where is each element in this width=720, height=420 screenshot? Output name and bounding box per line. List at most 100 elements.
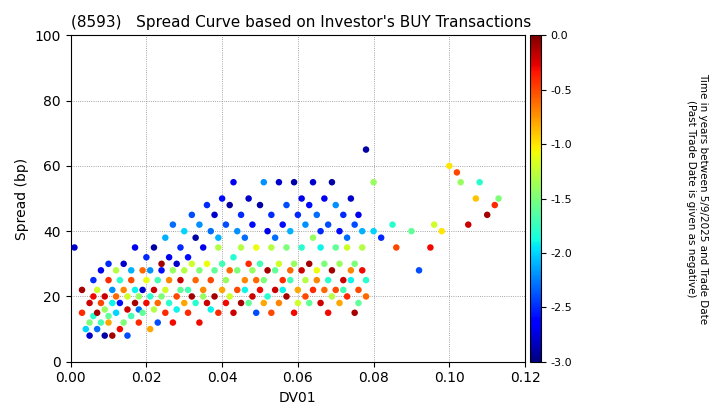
Point — [145, 293, 156, 300]
Point — [201, 299, 212, 306]
Point — [140, 277, 152, 284]
Point — [156, 267, 167, 274]
Point — [356, 244, 368, 251]
Point — [228, 310, 239, 316]
Point — [194, 319, 205, 326]
Point — [148, 286, 160, 293]
Point — [338, 212, 349, 218]
Point — [224, 202, 235, 208]
Point — [307, 234, 319, 241]
Point — [179, 267, 190, 274]
Point — [345, 267, 356, 274]
Point — [330, 244, 341, 251]
Point — [349, 310, 361, 316]
Point — [140, 299, 152, 306]
Point — [209, 267, 220, 274]
X-axis label: DV01: DV01 — [279, 391, 317, 405]
Point — [103, 319, 114, 326]
Point — [197, 293, 209, 300]
Point — [462, 221, 474, 228]
Point — [273, 299, 284, 306]
Point — [125, 312, 137, 319]
Point — [125, 267, 137, 274]
Point — [319, 260, 330, 267]
Point — [334, 228, 346, 234]
Point — [243, 299, 254, 306]
Point — [194, 267, 205, 274]
Point — [118, 286, 130, 293]
Point — [110, 293, 122, 300]
Point — [95, 299, 107, 306]
Point — [88, 293, 99, 300]
Point — [88, 277, 99, 284]
Point — [118, 319, 130, 326]
Point — [288, 179, 300, 186]
Point — [319, 195, 330, 202]
Point — [130, 299, 141, 306]
Point — [197, 244, 209, 251]
Point — [273, 260, 284, 267]
Point — [300, 277, 311, 284]
Point — [262, 228, 274, 234]
Point — [334, 260, 346, 267]
Point — [243, 195, 254, 202]
Point — [175, 244, 186, 251]
Point — [269, 267, 281, 274]
Point — [205, 306, 217, 313]
Point — [288, 260, 300, 267]
Point — [228, 179, 239, 186]
Point — [375, 234, 387, 241]
Point — [273, 179, 284, 186]
Point — [125, 277, 137, 284]
Point — [133, 293, 145, 300]
Point — [107, 286, 118, 293]
Point — [114, 299, 126, 306]
Point — [148, 244, 160, 251]
Point — [190, 277, 202, 284]
Point — [160, 286, 171, 293]
Point — [262, 293, 274, 300]
Point — [277, 277, 289, 284]
Point — [341, 293, 353, 300]
Point — [323, 310, 334, 316]
Point — [326, 267, 338, 274]
Point — [345, 195, 356, 202]
Point — [451, 169, 463, 176]
Point — [209, 212, 220, 218]
Point — [114, 326, 126, 333]
Point — [167, 319, 179, 326]
Point — [152, 277, 163, 284]
Y-axis label: Spread (bp): Spread (bp) — [15, 158, 29, 239]
Point — [281, 202, 292, 208]
Point — [217, 260, 228, 267]
Point — [163, 277, 175, 284]
Point — [474, 179, 485, 186]
Point — [148, 306, 160, 313]
Point — [300, 293, 311, 300]
Point — [239, 286, 251, 293]
Point — [156, 260, 167, 267]
Point — [160, 234, 171, 241]
Point — [444, 163, 455, 169]
Point — [315, 244, 326, 251]
Point — [107, 332, 118, 339]
Point — [266, 244, 277, 251]
Point — [326, 293, 338, 300]
Point — [277, 221, 289, 228]
Point — [353, 286, 364, 293]
Point — [269, 286, 281, 293]
Point — [482, 212, 493, 218]
Point — [489, 202, 500, 208]
Point — [311, 267, 323, 274]
Point — [296, 195, 307, 202]
Point — [68, 244, 80, 251]
Point — [205, 228, 217, 234]
Point — [209, 293, 220, 300]
Point — [341, 244, 353, 251]
Point — [175, 277, 186, 284]
Point — [262, 267, 274, 274]
Point — [163, 254, 175, 261]
Point — [360, 277, 372, 284]
Point — [137, 310, 148, 316]
Point — [95, 319, 107, 326]
